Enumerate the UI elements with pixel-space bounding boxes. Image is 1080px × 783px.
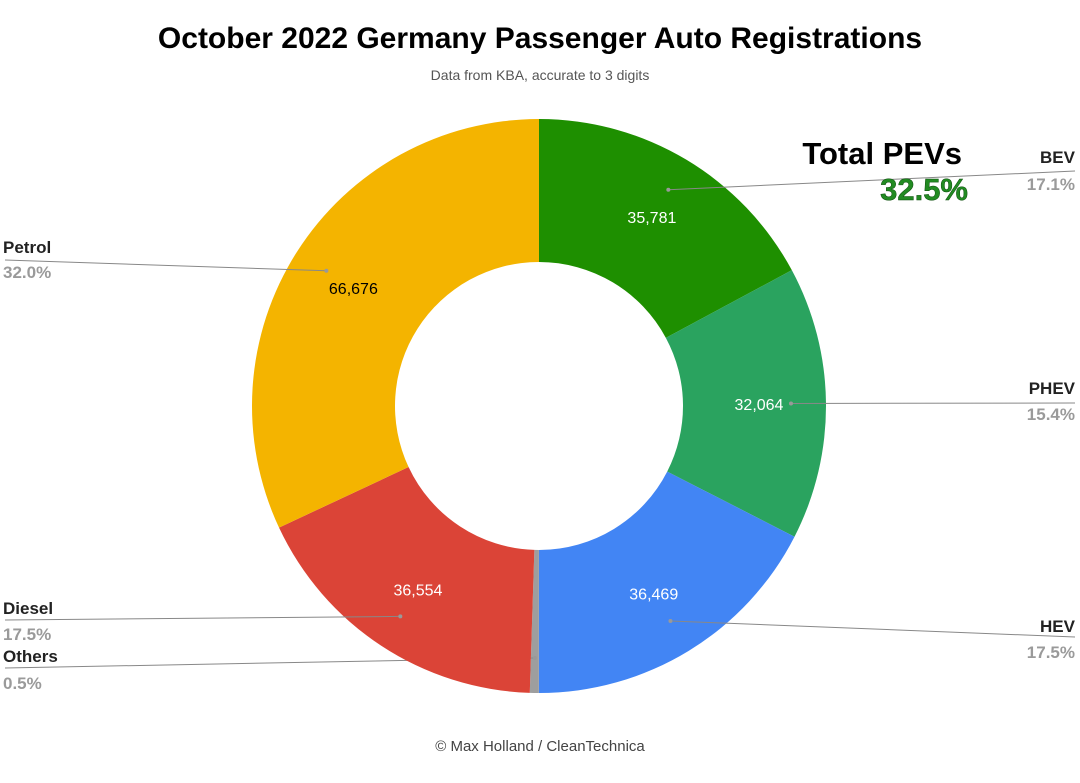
slice-value-diesel: 36,554 (393, 583, 442, 600)
slice-value-hev: 36,469 (629, 587, 678, 604)
category-name-hev: HEV (1040, 617, 1076, 636)
leader-line-diesel (4, 615, 401, 621)
category-percent-diesel: 17.5% (3, 625, 51, 644)
category-percent-phev: 15.4% (1027, 405, 1075, 424)
category-name-bev: BEV (1040, 148, 1076, 167)
slice-phev (665, 270, 826, 537)
leader-dot-diesel (398, 614, 403, 619)
slice-bev (539, 119, 792, 338)
slice-value-petrol: 66,676 (329, 281, 378, 298)
category-name-petrol: Petrol (3, 238, 51, 257)
leader-dot-phev (788, 401, 793, 406)
category-percent-hev: 17.5% (1027, 643, 1075, 662)
category-percent-bev: 17.1% (1027, 175, 1075, 194)
leader-dot-hev (668, 619, 673, 624)
slice-hev (538, 471, 795, 693)
leader-line-hev (670, 620, 1076, 638)
slice-value-phev: 32,064 (735, 397, 784, 414)
slice-petrol (251, 119, 540, 528)
category-percent-petrol: 32.0% (3, 263, 51, 282)
category-name-others: Others (3, 647, 58, 666)
chart-title: October 2022 Germany Passenger Auto Regi… (157, 22, 923, 55)
chart-subtitle: Data from KBA, accurate to 3 digits (430, 67, 650, 83)
slice-value-bev: 35,781 (627, 210, 676, 227)
chart-footer: © Max Holland / CleanTechnica (435, 738, 645, 755)
category-percent-others: 0.5% (3, 674, 42, 693)
total-pevs-value: 32.5% (880, 172, 968, 208)
total-pevs-label: Total PEVs (802, 136, 962, 171)
leader-dot-others (532, 655, 537, 660)
leader-line-bev (668, 170, 1076, 191)
leader-line-petrol (4, 259, 327, 272)
category-name-diesel: Diesel (3, 599, 53, 618)
leader-dot-bev (666, 187, 671, 192)
category-name-phev: PHEV (1029, 379, 1076, 398)
slice-diesel (279, 467, 535, 693)
leader-dot-petrol (324, 268, 329, 273)
